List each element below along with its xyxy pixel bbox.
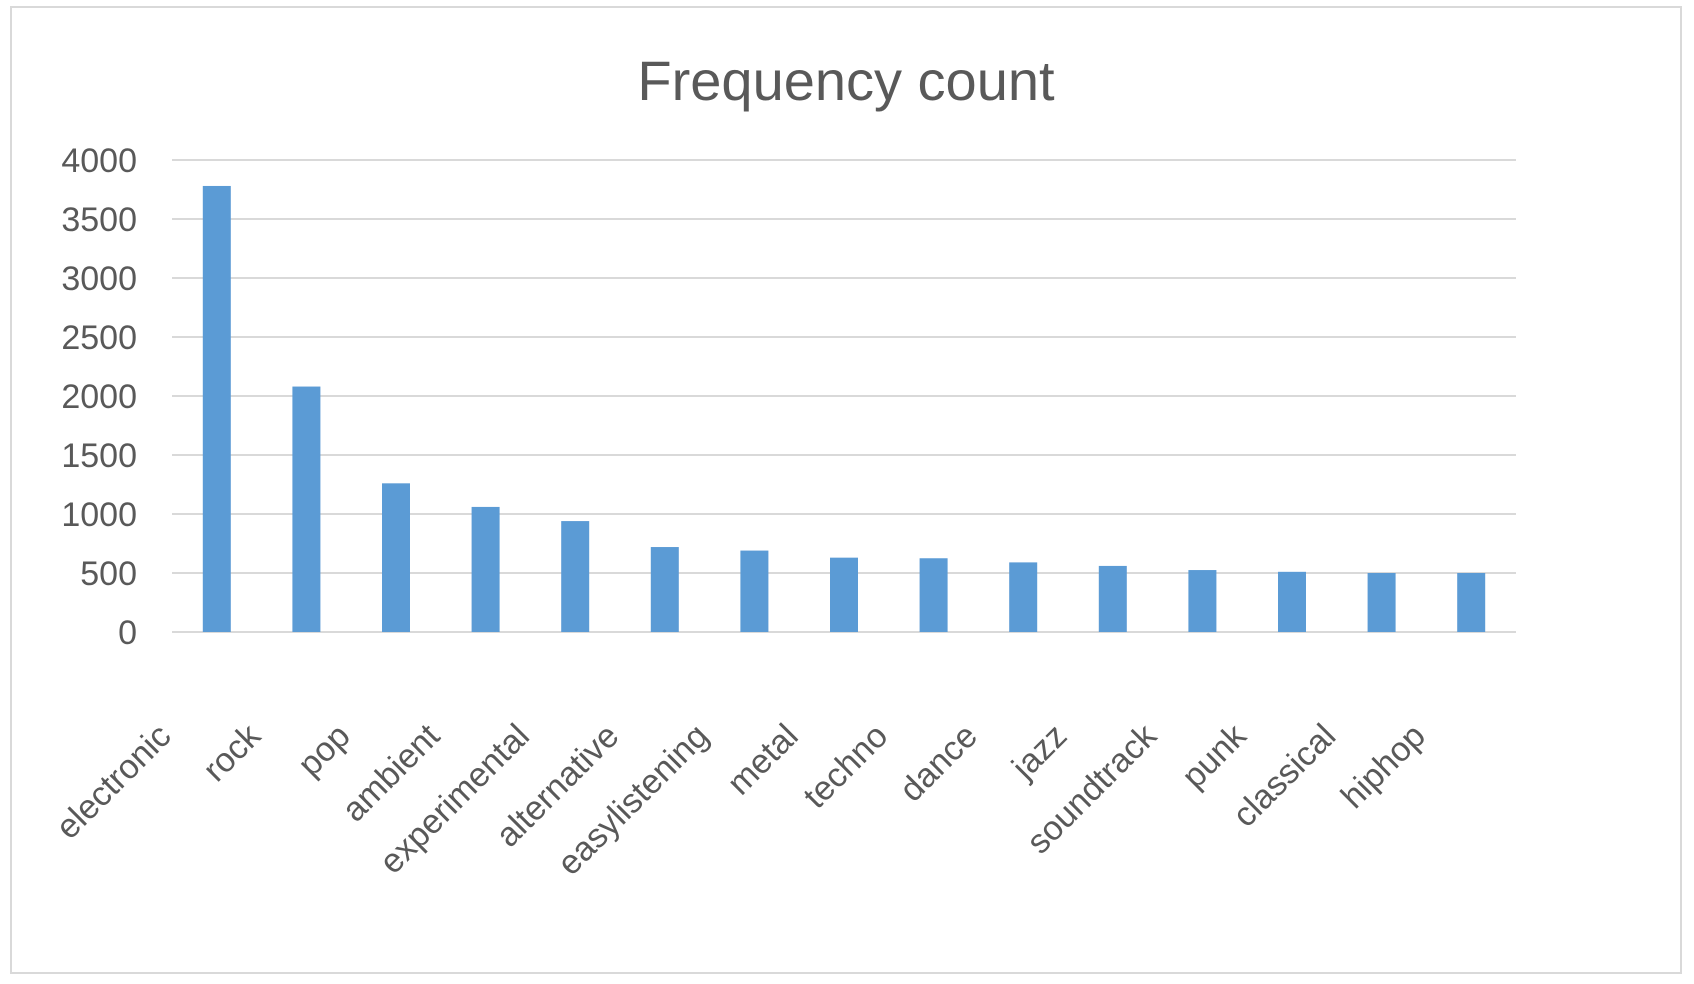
bar-metal <box>830 557 858 632</box>
bar-experimental <box>561 521 590 632</box>
y-tick-label: 1000 <box>61 496 137 534</box>
y-tick-label: 4000 <box>61 142 137 180</box>
bar-electronic <box>202 185 231 632</box>
y-tick-label: 2500 <box>61 319 137 357</box>
x-tick-label: dance <box>892 717 984 809</box>
x-tick-label: metal <box>720 717 806 803</box>
chart-title: Frequency count <box>637 49 1055 112</box>
bar-rock <box>292 386 321 632</box>
bar-classical <box>1367 573 1396 632</box>
bar-easylistening <box>740 550 769 632</box>
y-tick-label: 3500 <box>61 201 137 239</box>
bar-hiphop <box>1457 573 1486 632</box>
bar-jazz <box>1098 565 1127 632</box>
x-tick-label: electronic <box>49 717 179 847</box>
x-tick-label: rock <box>196 716 269 789</box>
x-tick-label: jazz <box>1004 717 1074 787</box>
x-axis-tick-labels: electronic rock popambientexperimentalalte… <box>49 716 1433 883</box>
y-tick-label: 3000 <box>61 260 137 298</box>
y-tick-label: 500 <box>80 555 137 593</box>
x-tick-label: pop <box>291 717 358 784</box>
y-tick-label: 2000 <box>61 378 137 416</box>
bar-techno <box>919 558 948 632</box>
bars <box>202 185 1486 632</box>
bar-pop <box>382 483 410 632</box>
x-tick-label: punk <box>1175 716 1255 796</box>
x-tick-label: hiphop <box>1334 717 1433 816</box>
chart-frame: Frequency count 0 500 1000 1500 2000 2500 3000… <box>10 6 1682 974</box>
x-tick-label: techno <box>796 717 895 816</box>
bar-ambient <box>471 506 500 632</box>
y-tick-label: 0 <box>118 614 137 652</box>
bar-chart: Frequency count 0 500 1000 1500 2000 2500 3000… <box>49 49 1516 883</box>
y-tick-label: 1500 <box>61 437 137 475</box>
bar-dance <box>1009 562 1038 632</box>
bar-punk <box>1278 571 1306 632</box>
bar-alternative <box>650 547 679 632</box>
bar-soundtrack <box>1188 570 1217 632</box>
y-axis-tick-labels: 0 500 1000 1500 2000 2500 3000 3500 4000 <box>61 142 137 652</box>
